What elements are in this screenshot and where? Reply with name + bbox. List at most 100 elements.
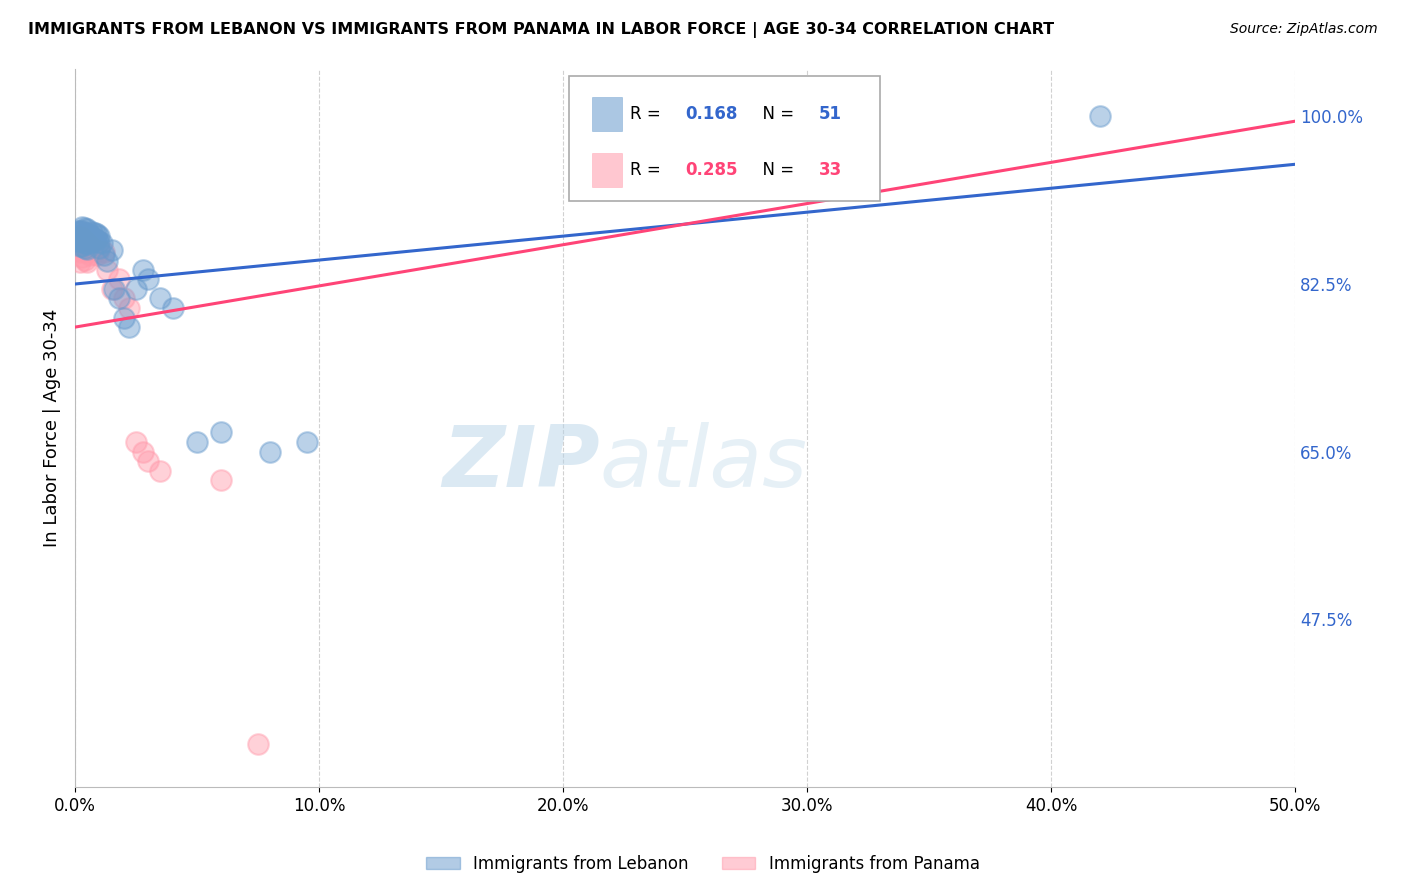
Point — [79, 233, 101, 247]
Point — [69, 255, 91, 269]
Point — [73, 253, 96, 268]
Point — [259, 444, 281, 458]
Point — [112, 310, 135, 325]
Text: 33: 33 — [820, 161, 842, 178]
Point — [80, 242, 103, 256]
Text: atlas: atlas — [599, 422, 807, 505]
Point — [100, 244, 122, 258]
Point — [100, 282, 122, 296]
Legend: Immigrants from Lebanon, Immigrants from Panama: Immigrants from Lebanon, Immigrants from… — [420, 848, 986, 880]
Point — [86, 248, 108, 262]
Point — [93, 248, 115, 262]
Point — [149, 292, 172, 306]
Point — [132, 444, 155, 458]
Point — [76, 235, 98, 250]
Text: 0.168: 0.168 — [685, 105, 737, 123]
Point — [66, 234, 89, 248]
Point — [108, 272, 131, 286]
Point — [66, 244, 89, 258]
Point — [118, 320, 141, 334]
Point — [76, 227, 98, 242]
FancyBboxPatch shape — [592, 153, 621, 186]
Point — [72, 229, 94, 244]
Point — [118, 301, 141, 315]
Text: ZIP: ZIP — [441, 422, 599, 505]
Point — [69, 229, 91, 244]
Point — [83, 232, 105, 246]
Point — [86, 227, 108, 242]
Point — [125, 435, 148, 450]
Point — [96, 254, 118, 268]
Point — [125, 282, 148, 296]
Point — [73, 234, 96, 248]
Point — [73, 226, 96, 240]
Point — [69, 224, 91, 238]
Point — [136, 272, 159, 286]
Point — [69, 245, 91, 260]
Point — [209, 474, 232, 488]
Point — [76, 245, 98, 260]
Point — [89, 241, 111, 255]
Text: Source: ZipAtlas.com: Source: ZipAtlas.com — [1230, 22, 1378, 37]
Point — [90, 235, 112, 250]
Point — [72, 250, 94, 264]
Point — [73, 241, 96, 255]
Point — [73, 221, 96, 235]
Point — [73, 244, 96, 258]
Text: 0.285: 0.285 — [685, 161, 738, 178]
Point — [96, 262, 118, 277]
Text: 51: 51 — [820, 105, 842, 123]
Point — [66, 224, 89, 238]
Point — [76, 255, 98, 269]
Text: R =: R = — [630, 105, 666, 123]
Point — [89, 235, 111, 249]
Point — [93, 245, 115, 260]
Point — [108, 292, 131, 306]
Point — [79, 248, 101, 262]
Point — [72, 241, 94, 255]
Point — [80, 230, 103, 244]
Point — [76, 242, 98, 256]
Point — [76, 232, 98, 246]
Point — [132, 262, 155, 277]
Point — [83, 245, 105, 260]
Text: N =: N = — [752, 161, 800, 178]
Point — [162, 301, 184, 315]
Text: IMMIGRANTS FROM LEBANON VS IMMIGRANTS FROM PANAMA IN LABOR FORCE | AGE 30-34 COR: IMMIGRANTS FROM LEBANON VS IMMIGRANTS FR… — [28, 22, 1054, 38]
Point — [69, 234, 91, 248]
FancyBboxPatch shape — [592, 97, 621, 131]
Point — [69, 238, 91, 252]
Point — [149, 464, 172, 478]
Point — [112, 292, 135, 306]
Point — [186, 435, 208, 450]
Point — [89, 229, 111, 244]
Point — [72, 234, 94, 248]
Text: R =: R = — [630, 161, 666, 178]
Point — [79, 228, 101, 243]
Point — [79, 238, 101, 252]
Point — [80, 235, 103, 249]
Point — [73, 231, 96, 245]
Text: N =: N = — [752, 105, 800, 123]
Point — [83, 226, 105, 240]
Point — [72, 219, 94, 234]
Point — [76, 222, 98, 236]
Point — [89, 244, 111, 258]
Point — [66, 234, 89, 248]
Point — [72, 231, 94, 245]
Point — [247, 737, 270, 751]
Point — [103, 282, 125, 296]
FancyBboxPatch shape — [569, 76, 880, 202]
Point — [69, 229, 91, 244]
Point — [69, 235, 91, 250]
Point — [86, 233, 108, 247]
Point — [80, 225, 103, 239]
Point — [136, 454, 159, 468]
Y-axis label: In Labor Force | Age 30-34: In Labor Force | Age 30-34 — [44, 309, 60, 547]
Point — [76, 236, 98, 251]
Point — [209, 425, 232, 440]
Point — [295, 435, 318, 450]
Point — [1088, 110, 1111, 124]
Point — [72, 238, 94, 252]
Point — [73, 235, 96, 250]
